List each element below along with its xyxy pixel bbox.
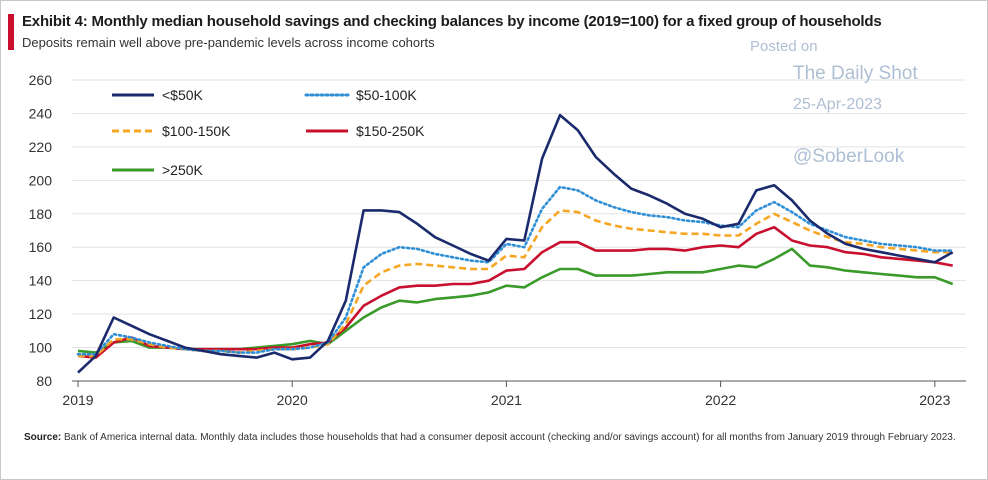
chart-subtitle: Deposits remain well above pre-pandemic … <box>22 35 435 50</box>
source-text: Bank of America internal data. Monthly d… <box>64 432 956 443</box>
source-note: Source: Bank of America internal data. M… <box>24 430 964 445</box>
x-tick-label: 2019 <box>62 392 93 408</box>
grid-lines <box>72 79 966 349</box>
legend-label-k50_100: $50-100K <box>356 87 417 103</box>
y-tick-label: 180 <box>29 206 53 222</box>
y-tick-label: 140 <box>29 273 53 289</box>
legend-label-over250k: >250K <box>162 162 204 178</box>
y-tick-label: 120 <box>29 306 53 322</box>
x-tick-label: 2023 <box>919 392 950 408</box>
y-tick-label: 220 <box>29 139 53 155</box>
watermark-name: The Daily Shot <box>793 63 918 84</box>
series-line-k150_250 <box>77 225 953 359</box>
x-tick-label: 2020 <box>277 392 308 408</box>
x-tick-label: 2021 <box>491 392 522 408</box>
source-label: Source: <box>24 432 62 443</box>
watermark-handle: @SoberLook <box>793 146 905 167</box>
series-line-over250k <box>77 247 954 354</box>
series-line-k100_150 <box>78 209 953 358</box>
x-axis: 2019 2020 2021 2022 2023 <box>62 380 966 408</box>
title-accent-bar <box>8 14 14 50</box>
series-lines <box>76 113 955 374</box>
y-axis-ticks: 80 100 120 140 160 180 200 220 240 260 <box>29 72 53 389</box>
x-tick-label: 2022 <box>705 392 736 408</box>
series-line-k50_100 <box>76 185 955 356</box>
y-tick-label: 240 <box>29 105 53 121</box>
chart-title: Exhibit 4: Monthly median household savi… <box>22 13 882 30</box>
y-tick-label: 160 <box>29 239 53 255</box>
legend: <$50K $50-100K $100-150K $150-250K >250K <box>112 87 425 178</box>
watermark-date: 25-Apr-2023 <box>793 96 882 113</box>
legend-label-k100_150: $100-150K <box>162 123 231 139</box>
y-tick-label: 80 <box>36 373 52 389</box>
y-tick-label: 100 <box>29 340 53 356</box>
series-line-under50k <box>77 113 954 374</box>
legend-label-under50k: <$50K <box>162 87 204 103</box>
legend-label-k150_250: $150-250K <box>356 123 425 139</box>
y-tick-label: 260 <box>29 72 53 88</box>
watermark-posted: Posted on <box>750 38 818 55</box>
y-tick-label: 200 <box>29 172 53 188</box>
